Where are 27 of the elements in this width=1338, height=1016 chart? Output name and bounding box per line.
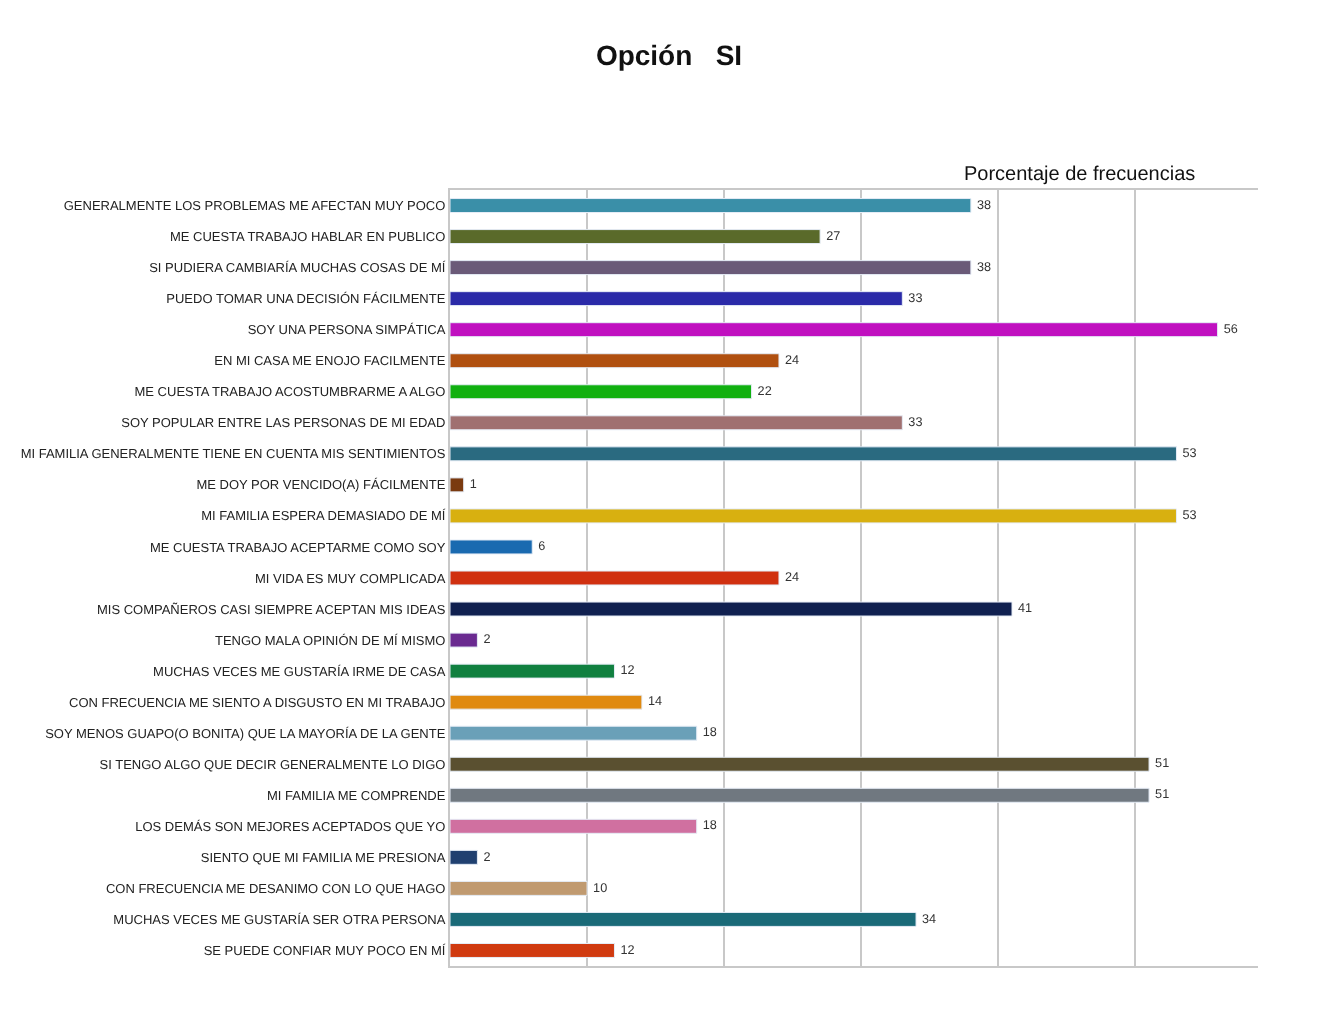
bar	[450, 849, 478, 865]
bar	[450, 415, 903, 431]
bar	[450, 322, 1219, 338]
bar	[450, 725, 698, 741]
bar	[450, 570, 780, 586]
bar	[450, 756, 1150, 772]
bar	[450, 601, 1013, 617]
bar	[450, 260, 972, 276]
bar	[450, 880, 588, 896]
bar	[450, 818, 698, 834]
bar	[450, 198, 972, 213]
bar	[450, 477, 465, 493]
chart-subtitle: Porcentaje de frecuencias	[964, 164, 1196, 186]
bar	[450, 384, 753, 400]
chart-title: Opción SI	[595, 39, 743, 72]
bar	[450, 291, 903, 307]
bar	[450, 353, 780, 369]
bar	[450, 539, 533, 555]
bar	[450, 508, 1177, 524]
bar	[450, 663, 615, 679]
bar	[450, 446, 1177, 462]
bar	[450, 632, 478, 648]
bar	[450, 911, 917, 927]
bar	[450, 694, 643, 710]
bar	[450, 943, 615, 958]
bar	[450, 229, 821, 245]
bar	[450, 787, 1150, 803]
